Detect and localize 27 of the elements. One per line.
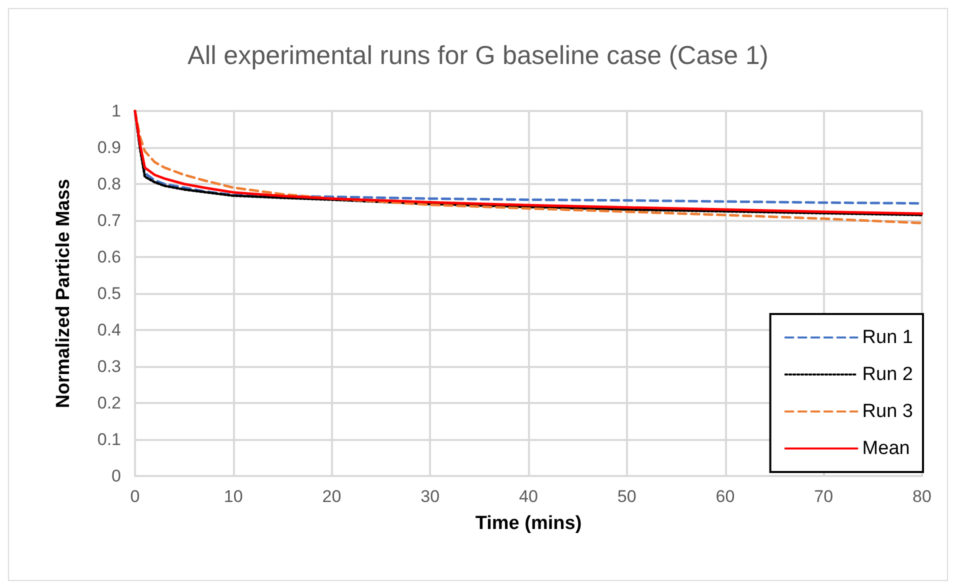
y-axis-title: Normalized Particle Mass bbox=[53, 178, 74, 408]
x-tick-label: 0 bbox=[130, 487, 140, 506]
legend-label: Mean bbox=[862, 438, 910, 459]
chart-title: All experimental runs for G baseline case (Case 1) bbox=[188, 40, 768, 70]
x-tick-label: 50 bbox=[617, 487, 636, 506]
y-tick-label: 0.5 bbox=[97, 284, 121, 303]
y-tick-label: 0.7 bbox=[97, 211, 121, 230]
x-tick-label: 80 bbox=[912, 487, 932, 506]
legend-label: Run 2 bbox=[862, 364, 913, 385]
x-tick-label: 70 bbox=[814, 487, 834, 506]
y-tick-label: 0.9 bbox=[97, 138, 121, 157]
x-axis-title: Time (mins) bbox=[475, 513, 582, 534]
y-tick-label: 0.3 bbox=[97, 357, 121, 376]
y-tick-label: 0 bbox=[112, 466, 121, 486]
x-tick-label: 40 bbox=[519, 487, 538, 506]
y-tick-label: 0.8 bbox=[97, 174, 121, 194]
x-tick-label: 30 bbox=[420, 487, 440, 506]
legend-label: Run 1 bbox=[862, 327, 913, 348]
y-tick-label: 0.2 bbox=[97, 394, 121, 412]
legend-label: Run 3 bbox=[862, 401, 913, 422]
x-tick-label: 10 bbox=[224, 487, 243, 506]
y-tick-label: 1 bbox=[112, 102, 121, 120]
y-tick-label: 0.6 bbox=[97, 248, 121, 266]
x-tick-label: 60 bbox=[716, 487, 735, 506]
y-tick-label: 0.1 bbox=[97, 430, 121, 449]
x-tick-label: 20 bbox=[322, 487, 342, 506]
y-tick-label: 0.4 bbox=[97, 320, 121, 340]
